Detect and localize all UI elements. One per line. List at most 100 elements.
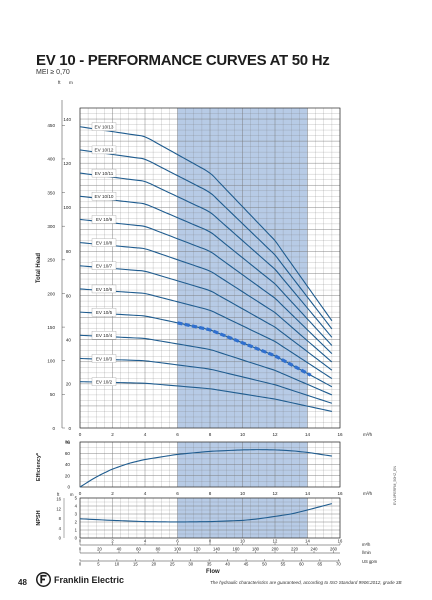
- flow-m3h-unit: m³/h: [362, 542, 371, 547]
- flow-gpm-tick-label: 60: [299, 562, 304, 567]
- document-code: EV10PERFM_50HZ_EN: [393, 465, 397, 505]
- series-label-box: [91, 261, 117, 270]
- series-label-box: [91, 168, 117, 178]
- eff-y-tick-label: 0: [67, 485, 70, 490]
- head-x-tick-label: 8: [209, 432, 212, 437]
- flow-lmin-tick-label: 220: [291, 547, 299, 552]
- head-m-unit: m: [69, 80, 73, 85]
- series-label-box: [91, 354, 117, 363]
- franklin-logo-icon: [36, 572, 51, 587]
- series-label-box: [91, 215, 117, 224]
- flow-gpm-tick-label: 35: [207, 562, 212, 567]
- series-label-box: [91, 377, 117, 386]
- flow-lmin-tick-label: 100: [174, 547, 182, 552]
- flow-m3h-tick-label: 0: [79, 539, 82, 544]
- eff-x-tick-label: 4: [144, 491, 147, 496]
- head-curve: [79, 357, 333, 404]
- eff-y-tick-label: 20: [65, 473, 71, 478]
- flow-lmin-tick-label: 120: [194, 547, 202, 552]
- flow-gpm-tick-label: 15: [133, 562, 138, 567]
- npsh-ft-unit: ft: [57, 492, 60, 497]
- flow-lmin-tick-label: 260: [330, 547, 338, 552]
- npsh-ft-tick-label: 12: [56, 506, 61, 511]
- npsh-m-tick-label: 4: [75, 504, 78, 509]
- head-ft-tick-label: 250: [47, 258, 55, 263]
- series-label-box: [91, 331, 117, 340]
- series-label-box: [91, 122, 117, 131]
- eff-unit: %: [66, 440, 70, 445]
- head-frame: [79, 107, 341, 429]
- head-m-tick-label: 40: [66, 338, 72, 343]
- efficiency-curve: [79, 449, 332, 488]
- head-x-tick-label: 10: [240, 432, 246, 437]
- npsh-ft-tick-label: 4: [59, 526, 62, 531]
- npsh-m-tick-label: 2: [75, 520, 78, 525]
- head-curve: [79, 149, 333, 330]
- eff-y-tick-label: 60: [65, 451, 71, 456]
- head-ft-tick-label: 0: [52, 426, 55, 431]
- series-label: EV 10/9: [96, 217, 113, 222]
- brand-name: Franklin Electric: [54, 574, 125, 585]
- head-x-tick-label: 4: [144, 432, 147, 437]
- head-m-tick-label: 120: [63, 161, 71, 166]
- highlighted-duty-curve: [177, 321, 312, 377]
- page-number: 48: [18, 578, 27, 587]
- eff-frame: [79, 441, 341, 488]
- brand-logo: Franklin Electric: [36, 572, 124, 587]
- head-axis-title: Total Head: [36, 253, 42, 284]
- flow-lmin-tick-label: 0: [79, 547, 82, 552]
- flow-gpm-tick-label: 50: [262, 562, 267, 567]
- head-curve: [79, 288, 333, 380]
- footnote: The hydraulic characteristics are guaran…: [210, 580, 402, 585]
- npsh-m-tick-label: 5: [75, 496, 78, 501]
- flow-m3h-tick-label: 6: [176, 539, 179, 544]
- flow-axis-title: Flow: [206, 569, 220, 575]
- head-curve: [79, 218, 333, 355]
- series-label-box: [91, 238, 117, 247]
- head-x-tick-label: 12: [272, 432, 278, 437]
- flow-gpm-tick-label: 70: [336, 562, 341, 567]
- series-label-box: [91, 284, 117, 294]
- npsh-ft-tick-label: 0: [59, 536, 62, 541]
- series-label: EV 10/12: [95, 148, 114, 153]
- eff-x-tick-label: 2: [111, 491, 114, 496]
- head-x-tick-label: 2: [111, 432, 114, 437]
- npsh-axis-title: NPSH: [36, 510, 42, 525]
- head-ft-tick-label: 350: [47, 190, 55, 195]
- eff-x-tick-label: 0: [79, 491, 82, 496]
- flow-m3h-tick-label: 2: [111, 539, 114, 544]
- eff-y-tick-label: 40: [65, 462, 71, 467]
- series-label-box: [91, 145, 117, 155]
- mei-subtitle: MEI ≥ 0,70: [36, 69, 70, 76]
- head-curve: [79, 242, 333, 363]
- flow-gpm-tick-label: 30: [188, 562, 193, 567]
- head-ft-tick-label: 50: [50, 392, 56, 397]
- head-m-tick-label: 0: [68, 426, 71, 431]
- flow-m3h-tick-label: 8: [209, 539, 212, 544]
- flow-gpm-tick-label: 0: [79, 562, 82, 567]
- head-x-tick-label: 0: [79, 432, 82, 437]
- head-m-tick-label: 20: [66, 382, 72, 387]
- flow-m3h-tick-label: 16: [338, 539, 343, 544]
- head-ft-tick-label: 400: [47, 157, 55, 162]
- npsh-m-unit: m: [70, 492, 74, 497]
- flow-lmin-tick-label: 60: [136, 547, 141, 552]
- series-label: EV 10/2: [96, 379, 113, 384]
- eff-x-unit: m³/h: [363, 491, 373, 496]
- flow-lmin-tick-label: 240: [311, 547, 319, 552]
- flow-lmin-tick-label: 80: [156, 547, 161, 552]
- eff-x-tick-label: 8: [209, 491, 212, 496]
- npsh-m-tick-label: 3: [75, 512, 78, 517]
- series-label: EV 10/4: [96, 333, 113, 338]
- eff-x-tick-label: 14: [305, 491, 311, 496]
- flow-lmin-tick-label: 160: [233, 547, 241, 552]
- series-label-box: [91, 192, 117, 201]
- flow-gpm-tick-label: 20: [151, 562, 156, 567]
- flow-lmin-tick-label: 200: [272, 547, 280, 552]
- flow-lmin-tick-label: 40: [117, 547, 122, 552]
- page-title: EV 10 - PERFORMANCE CURVES AT 50 Hz: [36, 52, 330, 69]
- head-curve: [79, 381, 332, 412]
- head-m-tick-label: 60: [66, 293, 72, 298]
- flow-m3h-tick-label: 14: [305, 539, 310, 544]
